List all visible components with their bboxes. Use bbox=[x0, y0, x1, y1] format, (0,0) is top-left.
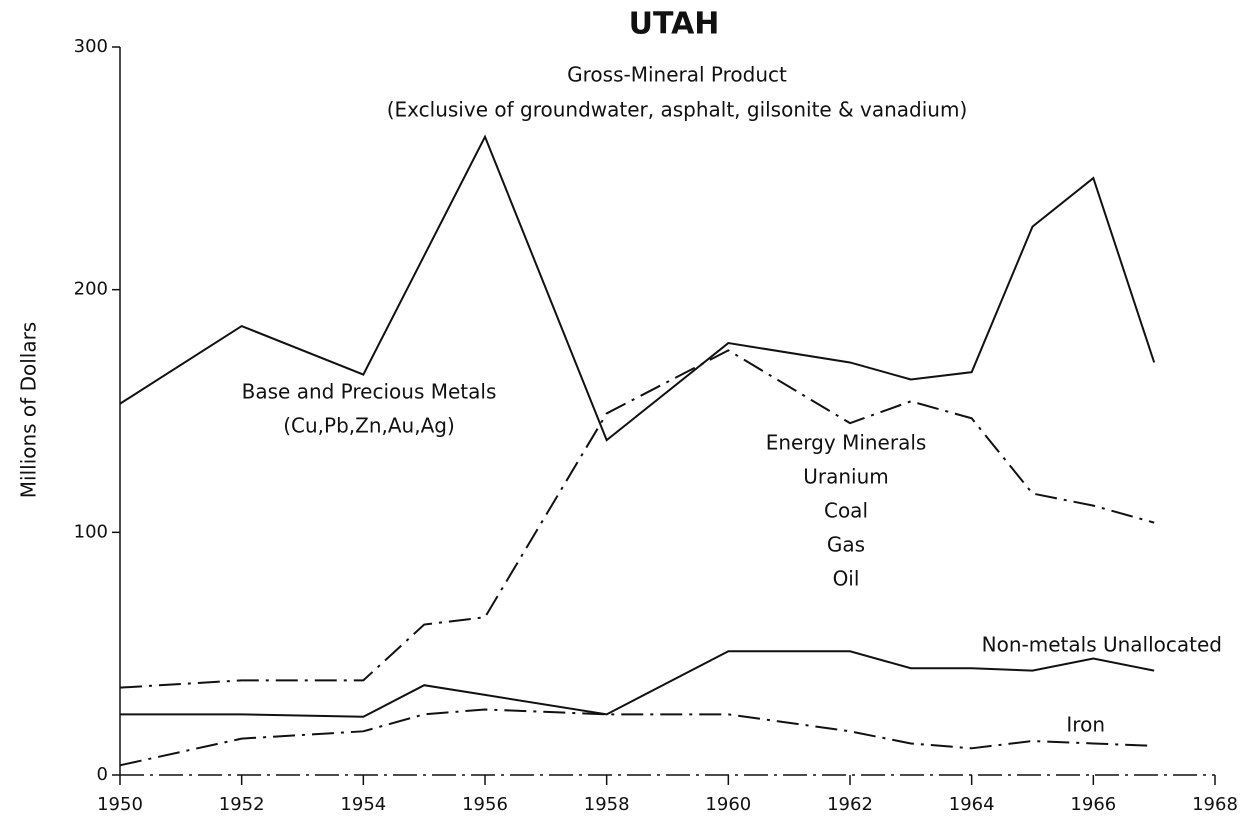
y-tick-label: 300 bbox=[74, 36, 108, 57]
subtitle: Gross-Mineral Product bbox=[567, 63, 787, 87]
series-line bbox=[119, 708, 1155, 767]
x-tick-label: 1950 bbox=[97, 794, 143, 815]
series-sublabel: Uranium bbox=[803, 465, 889, 489]
series-sublabel: Gas bbox=[827, 533, 865, 557]
chart-title: UTAH bbox=[629, 7, 720, 42]
y-tick-label: 0 bbox=[97, 764, 108, 785]
series-sublabel: Oil bbox=[833, 567, 860, 591]
x-tick-label: 1960 bbox=[705, 794, 751, 815]
y-axis-label: Millions of Dollars bbox=[17, 322, 41, 498]
y-tick-label: 100 bbox=[74, 521, 108, 542]
series-line bbox=[120, 650, 1155, 718]
series-line bbox=[119, 349, 1155, 689]
series-label: Energy Minerals bbox=[766, 431, 927, 455]
x-tick-label: 1958 bbox=[584, 794, 630, 815]
y-tick-label: 200 bbox=[74, 279, 108, 300]
series-label: Base and Precious Metals bbox=[242, 380, 497, 404]
subtitle: (Exclusive of groundwater, asphalt, gils… bbox=[387, 98, 968, 122]
series-label: Non-metals Unallocated bbox=[982, 633, 1222, 657]
x-tick-label: 1966 bbox=[1070, 794, 1116, 815]
x-tick-label: 1968 bbox=[1192, 794, 1238, 815]
x-tick-label: 1954 bbox=[340, 794, 386, 815]
series-sublabel: (Cu,Pb,Zn,Au,Ag) bbox=[283, 414, 455, 438]
series-label: Iron bbox=[1066, 713, 1105, 737]
x-tick-label: 1962 bbox=[827, 794, 873, 815]
series-sublabel: Coal bbox=[824, 499, 868, 523]
series-line bbox=[119, 134, 1156, 442]
x-tick-label: 1952 bbox=[219, 794, 265, 815]
x-tick-label: 1964 bbox=[949, 794, 995, 815]
x-tick-label: 1956 bbox=[462, 794, 508, 815]
